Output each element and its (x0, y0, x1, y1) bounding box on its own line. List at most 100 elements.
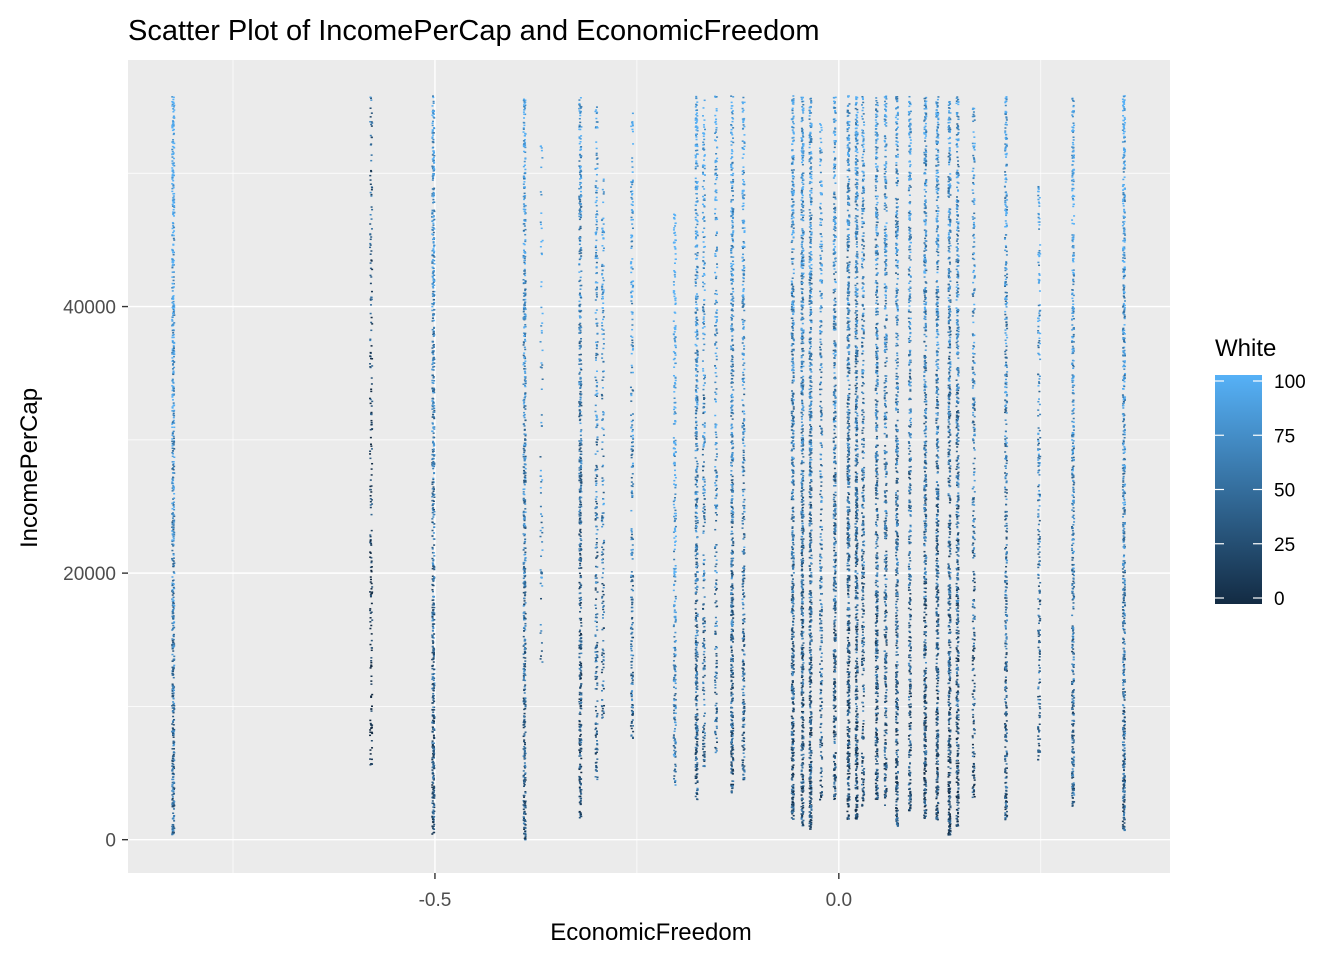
scatter-point (523, 357, 525, 359)
scatter-point (595, 765, 597, 767)
scatter-point (695, 233, 697, 235)
scatter-point (523, 703, 525, 705)
scatter-point (631, 481, 633, 483)
scatter-point (580, 106, 582, 108)
scatter-point (696, 408, 698, 410)
scatter-point (523, 677, 525, 679)
scatter-point (579, 401, 581, 403)
scatter-point (674, 769, 676, 771)
scatter-point (716, 309, 718, 311)
scatter-point (714, 293, 716, 295)
scatter-point (580, 513, 582, 515)
scatter-point (715, 179, 717, 181)
scatter-point (524, 420, 526, 422)
scatter-point (715, 302, 717, 304)
scatter-point (715, 719, 717, 721)
scatter-point (173, 506, 175, 508)
scatter-point (173, 402, 175, 404)
scatter-point (632, 413, 634, 415)
scatter-point (595, 342, 597, 344)
scatter-point (703, 461, 705, 463)
scatter-point (371, 640, 373, 642)
scatter-point (631, 303, 633, 305)
scatter-point (580, 560, 582, 562)
scatter-point (540, 630, 542, 632)
scatter-point (172, 563, 174, 565)
scatter-point (674, 728, 676, 730)
scatter-point (732, 389, 734, 391)
scatter-point (172, 763, 174, 765)
scatter-point (523, 612, 525, 614)
scatter-point (523, 140, 525, 142)
scatter-point (695, 658, 697, 660)
scatter-point (673, 218, 675, 220)
scatter-point (731, 386, 733, 388)
scatter-point (596, 390, 598, 392)
scatter-point (173, 106, 175, 108)
scatter-point (730, 407, 732, 409)
scatter-point (703, 504, 705, 506)
scatter-point (697, 656, 699, 658)
scatter-point (631, 658, 633, 660)
scatter-point (702, 466, 704, 468)
scatter-point (523, 783, 525, 785)
scatter-point (731, 314, 733, 316)
scatter-point (716, 247, 718, 249)
scatter-point (704, 665, 706, 667)
scatter-point (579, 721, 581, 723)
scatter-point (596, 752, 598, 754)
scatter-point (433, 224, 435, 226)
scatter-point (580, 625, 582, 627)
scatter-point (523, 178, 525, 180)
scatter-point (696, 543, 698, 545)
scatter-point (702, 256, 704, 258)
scatter-point (714, 593, 716, 595)
scatter-point (578, 281, 580, 283)
scatter-point (715, 566, 717, 568)
scatter-point (432, 134, 434, 136)
scatter-point (703, 715, 705, 717)
scatter-point (731, 533, 733, 535)
scatter-point (579, 521, 581, 523)
scatter-point (703, 516, 705, 518)
scatter-point (524, 195, 526, 197)
scatter-point (716, 711, 718, 713)
scatter-point (524, 303, 526, 305)
scatter-point (696, 768, 698, 770)
scatter-point (595, 180, 597, 182)
scatter-point (632, 585, 634, 587)
scatter-point (595, 673, 597, 675)
scatter-point (173, 202, 175, 204)
scatter-point (431, 702, 433, 704)
scatter-point (603, 540, 605, 542)
scatter-point (433, 263, 435, 265)
scatter-point (524, 313, 526, 315)
scatter-point (630, 372, 632, 374)
scatter-point (524, 161, 526, 163)
scatter-point (673, 504, 675, 506)
scatter-point (716, 738, 718, 740)
scatter-point (580, 637, 582, 639)
scatter-point (695, 619, 697, 621)
scatter-point (630, 387, 632, 389)
scatter-point (716, 588, 718, 590)
scatter-point (432, 366, 434, 368)
scatter-point (172, 798, 174, 800)
scatter-point (432, 139, 434, 141)
scatter-point (674, 248, 676, 250)
scatter-point (603, 232, 605, 234)
scatter-point (715, 388, 717, 390)
scatter-point (695, 492, 697, 494)
scatter-point (601, 602, 603, 604)
scatter-point (703, 323, 705, 325)
scatter-point (603, 180, 605, 182)
scatter-point (523, 679, 525, 681)
scatter-point (172, 259, 174, 261)
scatter-point (603, 316, 605, 318)
scatter-point (432, 216, 434, 218)
scatter-point (579, 219, 581, 221)
scatter-point (716, 453, 718, 455)
scatter-point (631, 337, 633, 339)
scatter-point (715, 489, 717, 491)
scatter-point (524, 339, 526, 341)
